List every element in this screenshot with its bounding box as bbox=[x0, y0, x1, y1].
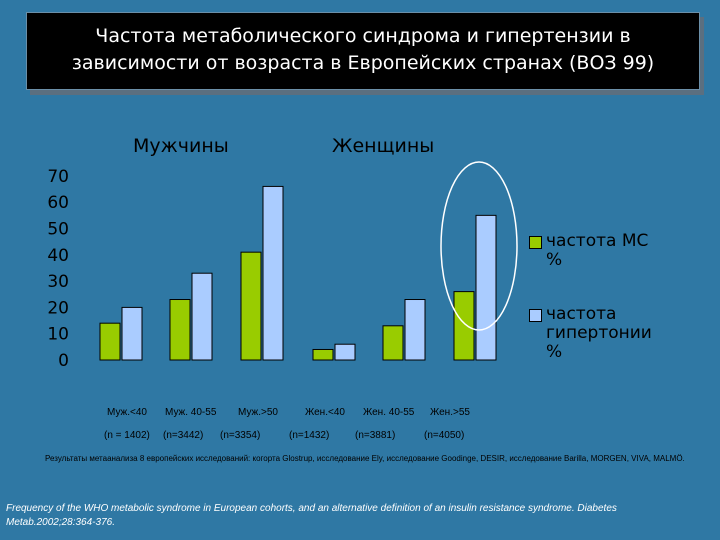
bar bbox=[334, 343, 356, 361]
category-label: Жен.<40 bbox=[305, 407, 345, 418]
y-tick-label: 20 bbox=[47, 298, 69, 318]
slide-title: Частота метаболического синдрома и гипер… bbox=[27, 23, 699, 77]
group-label-women: Женщины bbox=[332, 135, 435, 157]
category-label: Муж.>50 bbox=[238, 407, 278, 418]
bar bbox=[191, 272, 213, 361]
highlight-ellipse bbox=[440, 161, 518, 331]
legend-swatch-ms bbox=[529, 236, 542, 249]
y-tick-label: 10 bbox=[47, 325, 69, 345]
sample-size-label: (n=3881) bbox=[355, 430, 396, 441]
group-label-men: Мужчины bbox=[133, 135, 229, 157]
y-tick-label: 60 bbox=[47, 193, 69, 213]
sample-size-label: (n=3442) bbox=[163, 430, 204, 441]
legend-ht-line3: % bbox=[546, 342, 563, 362]
y-tick-label: 0 bbox=[58, 351, 69, 371]
y-tick-label: 70 bbox=[47, 167, 69, 187]
bar bbox=[240, 251, 262, 361]
legend-swatch-hypertension bbox=[529, 309, 542, 322]
bar bbox=[262, 185, 284, 361]
study-note: Результаты метаанализа 8 европейских исс… bbox=[45, 454, 685, 463]
y-tick-label: 40 bbox=[47, 246, 69, 266]
title-line-2: зависимости от возраста в Европейских ст… bbox=[71, 52, 655, 74]
sample-size-label: (n=1432) bbox=[289, 430, 330, 441]
category-label: Муж.<40 bbox=[107, 407, 147, 418]
title-box: Частота метаболического синдрома и гипер… bbox=[26, 12, 700, 90]
legend-entry-ms: частота МС % bbox=[546, 232, 648, 270]
y-tick-label: 50 bbox=[47, 220, 69, 240]
bar bbox=[169, 299, 191, 361]
category-label: Жен.>55 bbox=[430, 407, 470, 418]
category-label: Жен. 40-55 bbox=[363, 407, 415, 418]
sample-size-label: (n = 1402) bbox=[104, 430, 150, 441]
bar bbox=[475, 214, 497, 361]
sample-size-label: (n=3354) bbox=[220, 430, 261, 441]
bar bbox=[382, 325, 404, 361]
sample-size-label: (n=4050) bbox=[424, 430, 465, 441]
legend-ms-line2: % bbox=[546, 250, 563, 270]
bar bbox=[99, 322, 121, 361]
y-tick-label: 30 bbox=[47, 272, 69, 292]
title-line-1: Частота метаболического синдрома и гипер… bbox=[95, 25, 631, 47]
legend-entry-hypertension: частота гипертонии % bbox=[546, 305, 652, 362]
legend-ht-line1: частота bbox=[546, 304, 617, 324]
bar bbox=[453, 291, 475, 361]
legend-ht-line2: гипертонии bbox=[546, 323, 652, 343]
bar bbox=[121, 306, 143, 361]
source-citation: Frequency of the WHO metabolic syndrome … bbox=[6, 503, 617, 528]
legend-ms-line1: частота МС bbox=[546, 231, 649, 251]
category-label: Муж. 40-55 bbox=[165, 407, 217, 418]
bar bbox=[312, 348, 334, 361]
bar bbox=[404, 299, 426, 361]
